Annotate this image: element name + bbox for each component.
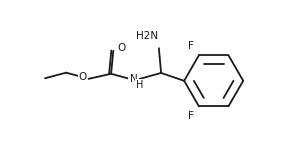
Text: N: N	[130, 74, 137, 84]
Text: F: F	[188, 41, 194, 51]
Text: H: H	[136, 80, 143, 90]
Text: O: O	[78, 72, 87, 82]
Text: N: N	[130, 74, 137, 84]
Text: F: F	[188, 111, 194, 121]
Text: O: O	[117, 44, 125, 54]
Text: H2N: H2N	[136, 31, 158, 41]
